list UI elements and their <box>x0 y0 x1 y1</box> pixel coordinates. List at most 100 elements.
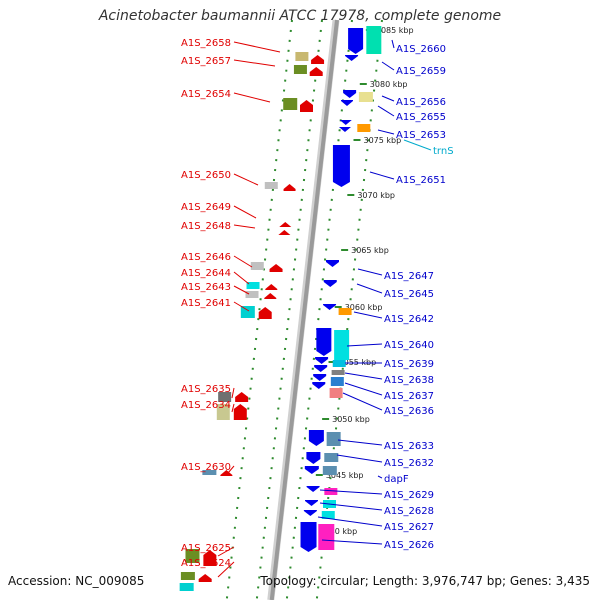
gene-feature <box>218 392 232 402</box>
leader-line-forward <box>321 539 383 545</box>
gene-feature <box>185 549 200 563</box>
leader-line-forward <box>344 382 383 396</box>
track-reverse-outer <box>225 19 293 600</box>
genome-backbone <box>269 19 339 600</box>
leader-line-forward <box>337 439 383 446</box>
gene-feature <box>250 262 264 270</box>
gene-label-reverse: A1S_2625 <box>181 543 231 554</box>
leader-line-reverse <box>231 403 235 413</box>
leader-line-forward <box>377 105 395 117</box>
gene-label-reverse: A1S_2641 <box>181 298 231 309</box>
gene-feature <box>303 510 317 516</box>
gene-label-forward: A1S_2656 <box>396 97 446 108</box>
leader-line-reverse <box>233 271 250 285</box>
gene-label-forward: A1S_2659 <box>396 66 446 77</box>
gene-feature <box>339 120 352 125</box>
gene-feature <box>312 382 326 389</box>
gene-feature <box>246 282 260 289</box>
gene-feature <box>179 583 194 591</box>
gene-feature <box>258 307 272 319</box>
gene-feature <box>348 28 364 54</box>
gene-label-forward: A1S_2655 <box>396 112 446 123</box>
gene-feature <box>343 90 357 98</box>
gene-label-forward: A1S_2653 <box>396 130 446 141</box>
gene-label-forward: A1S_2647 <box>384 271 434 282</box>
gene-feature <box>311 55 325 64</box>
gene-feature <box>331 370 345 375</box>
gene-feature <box>313 374 327 381</box>
gene-feature <box>283 184 296 191</box>
gene-feature <box>357 124 371 132</box>
leader-line-forward <box>319 489 383 495</box>
gene-feature <box>235 392 249 402</box>
gene-feature <box>366 26 382 54</box>
gene-feature <box>240 306 255 318</box>
gene-feature <box>341 100 353 106</box>
gene-feature <box>283 98 298 110</box>
gene-label-forward: A1S_2627 <box>384 522 434 533</box>
gene-feature <box>305 500 318 506</box>
gene-feature <box>314 365 328 372</box>
leader-line-reverse <box>233 41 281 53</box>
gene-label-forward: dapF <box>384 474 409 485</box>
gene-feature <box>306 486 320 492</box>
leader-line-reverse <box>217 561 235 578</box>
gene-label-forward: A1S_2639 <box>384 359 434 370</box>
leader-line-reverse <box>233 285 250 295</box>
accession-text: Accession: NC_009085 <box>8 574 145 588</box>
leader-line-forward <box>369 171 395 180</box>
gene-label-forward: A1S_2632 <box>384 458 434 469</box>
gene-feature <box>198 574 212 582</box>
gene-feature <box>326 432 341 446</box>
gene-feature <box>323 304 337 310</box>
map-title: Acinetobacter baumannii ATCC 17978, comp… <box>98 8 502 24</box>
leader-line-reverse <box>233 205 257 219</box>
gene-feature <box>322 466 337 475</box>
leader-line-reverse <box>233 224 256 229</box>
gene-feature <box>180 572 195 580</box>
gene-feature <box>309 67 323 76</box>
gene-feature <box>245 291 259 298</box>
gene-feature <box>345 55 359 61</box>
gene-feature <box>329 388 343 398</box>
gene-label-forward: A1S_2645 <box>384 289 434 300</box>
leader-line-forward <box>317 516 383 527</box>
gene-label-forward: A1S_2638 <box>384 375 434 386</box>
gene-feature <box>278 230 291 235</box>
scale-label: 3040 kbp <box>320 527 358 536</box>
gene-feature <box>324 488 338 495</box>
gene-feature <box>279 222 292 227</box>
genome-summary-text: Topology: circular; Length: 3,976,747 bp… <box>260 574 590 588</box>
track-reverse-inner <box>255 19 323 600</box>
gene-feature <box>264 182 278 189</box>
gene-feature <box>304 466 319 474</box>
leader-line-rna <box>403 139 432 151</box>
gene-label-reverse: A1S_2650 <box>181 170 231 181</box>
leader-line-forward <box>346 343 383 347</box>
leader-line-forward <box>356 283 383 294</box>
gene-feature <box>203 550 217 566</box>
gene-label-reverse: A1S_2644 <box>181 268 231 279</box>
leader-line-forward <box>381 95 395 102</box>
gene-label-reverse: A1S_2635 <box>181 384 231 395</box>
gene-label-forward: A1S_2651 <box>396 175 446 186</box>
rna-label: trnS <box>433 146 454 157</box>
gene-label-reverse: A1S_2657 <box>181 56 231 67</box>
gene-feature <box>332 145 350 187</box>
gene-label-forward: A1S_2629 <box>384 490 434 501</box>
gene-feature <box>326 260 339 267</box>
gene-feature <box>269 264 283 272</box>
gene-feature <box>220 470 233 476</box>
gene-label-reverse: A1S_2634 <box>181 400 231 411</box>
gene-label-reverse: A1S_2649 <box>181 202 231 213</box>
gene-feature <box>300 522 317 552</box>
gene-feature <box>264 293 277 299</box>
leader-line-forward <box>391 39 395 49</box>
gene-label-forward: A1S_2642 <box>384 314 434 325</box>
gene-feature <box>293 65 307 74</box>
gene-label-forward: A1S_2633 <box>384 441 434 452</box>
gene-feature <box>295 52 309 61</box>
gene-label-forward: A1S_2636 <box>384 406 434 417</box>
scale-label: 3085 kbp <box>376 26 414 35</box>
